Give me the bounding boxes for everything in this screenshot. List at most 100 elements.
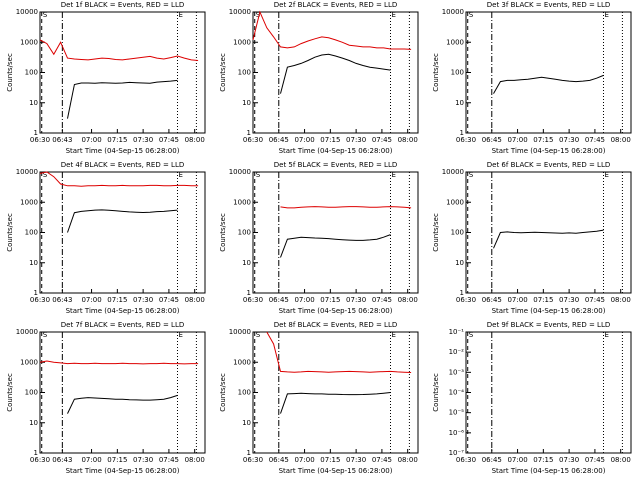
end-label: E <box>605 11 609 19</box>
y-tick-label: 100 <box>25 69 38 77</box>
x-axis-label: Start Time (04-Sep-15 06:28:00) <box>279 467 393 475</box>
x-tick-label: 06:30 <box>30 456 50 464</box>
y-tick-label: 1 <box>460 289 464 297</box>
plot-frame <box>252 11 419 134</box>
start-label: S <box>43 331 48 339</box>
y-tick-label: 10⁻⁵ <box>449 409 465 417</box>
panel: Det 9f BLACK = Events, RED = LLD Counts/s… <box>432 321 632 475</box>
x-tick-label: 06:30 <box>30 136 50 144</box>
x-tick-label: 08:00 <box>398 136 418 144</box>
series-line <box>280 206 412 209</box>
end-label: E <box>392 11 396 19</box>
y-tick-label: 10⁻² <box>449 348 465 356</box>
y-tick-label: 1 <box>34 289 38 297</box>
y-tick-label: 10 <box>29 419 38 427</box>
y-tick-label: 10000 <box>16 328 38 336</box>
x-tick-label: 07:00 <box>81 456 101 464</box>
y-tick-label: 10⁻³ <box>449 368 465 376</box>
y-tick-label: 10000 <box>229 168 251 176</box>
plot-frame <box>252 331 419 454</box>
start-label: S <box>256 171 261 179</box>
panel: Det 1f BLACK = Events, RED = LLD Counts/s… <box>6 1 206 155</box>
x-tick-label: 07:00 <box>507 296 527 304</box>
y-axis-label: Counts/sec <box>219 373 227 412</box>
x-tick-label: 07:15 <box>320 296 340 304</box>
y-tick-label: 10 <box>242 419 251 427</box>
y-tick-label: 10000 <box>229 8 251 16</box>
y-tick-label: 10000 <box>442 168 464 176</box>
y-axis-label: Counts/sec <box>219 213 227 252</box>
y-tick-label: 10 <box>242 99 251 107</box>
plot-frame <box>252 171 419 294</box>
x-tick-label: 08:00 <box>185 296 205 304</box>
x-tick-label: 07:45 <box>372 296 392 304</box>
plot-frame <box>39 331 206 454</box>
y-tick-label: 1000 <box>233 38 251 46</box>
panel: Det 5f BLACK = Events, RED = LLD Counts/s… <box>219 161 419 315</box>
panel: Det 2f BLACK = Events, RED = LLD Counts/s… <box>219 1 419 155</box>
x-tick-label: 07:00 <box>294 136 314 144</box>
x-axis-label: Start Time (04-Sep-15 06:28:00) <box>279 307 393 315</box>
start-label: S <box>469 11 474 19</box>
x-axis-label: Start Time (04-Sep-15 06:28:00) <box>66 467 180 475</box>
x-tick-label: 06:30 <box>456 296 476 304</box>
series-line <box>280 392 391 414</box>
y-axis-label: Counts/sec <box>219 53 227 92</box>
x-tick-label: 07:00 <box>81 296 101 304</box>
y-tick-label: 1 <box>247 129 251 137</box>
x-tick-label: 06:45 <box>482 456 502 464</box>
y-tick-label: 1 <box>34 449 38 457</box>
start-label: S <box>256 331 261 339</box>
x-tick-label: 07:45 <box>585 136 605 144</box>
y-tick-label: 10000 <box>442 8 464 16</box>
x-axis-label: Start Time (04-Sep-15 06:28:00) <box>66 147 180 155</box>
x-axis-label: Start Time (04-Sep-15 06:28:00) <box>492 147 606 155</box>
x-tick-label: 07:15 <box>533 456 553 464</box>
x-tick-label: 07:00 <box>507 456 527 464</box>
y-tick-label: 1000 <box>233 358 251 366</box>
x-axis-label: Start Time (04-Sep-15 06:28:00) <box>492 467 606 475</box>
end-label: E <box>605 171 609 179</box>
y-tick-label: 100 <box>238 69 251 77</box>
series-line <box>67 209 178 233</box>
end-label: E <box>179 11 183 19</box>
y-tick-label: 1000 <box>20 358 38 366</box>
chart-title: Det 5f BLACK = Events, RED = LLD <box>274 161 397 169</box>
x-tick-label: 06:30 <box>30 296 50 304</box>
x-tick-label: 07:45 <box>372 136 392 144</box>
x-tick-label: 08:00 <box>611 136 631 144</box>
y-axis-label: Counts/sec <box>432 53 440 92</box>
end-label: E <box>392 331 396 339</box>
end-label: E <box>179 171 183 179</box>
y-axis-label: Counts/sec <box>432 373 440 412</box>
x-tick-label: 07:15 <box>107 456 127 464</box>
y-tick-label: 10 <box>242 259 251 267</box>
y-tick-label: 10000 <box>16 168 38 176</box>
chart-title: Det 7f BLACK = Events, RED = LLD <box>61 321 184 329</box>
x-axis-label: Start Time (04-Sep-15 06:28:00) <box>492 307 606 315</box>
x-tick-label: 06:45 <box>269 296 289 304</box>
y-tick-label: 10⁻⁴ <box>449 389 465 397</box>
x-tick-label: 06:43 <box>52 136 72 144</box>
x-tick-label: 07:00 <box>294 456 314 464</box>
x-tick-label: 08:00 <box>611 296 631 304</box>
y-tick-label: 1 <box>247 449 251 457</box>
y-tick-label: 10 <box>29 99 38 107</box>
x-tick-label: 07:30 <box>133 136 153 144</box>
series-line <box>493 74 604 94</box>
y-tick-label: 100 <box>451 69 464 77</box>
y-tick-label: 1000 <box>20 198 38 206</box>
x-tick-label: 07:30 <box>559 136 579 144</box>
series-line <box>252 10 412 50</box>
start-label: S <box>43 171 48 179</box>
y-axis-label: Counts/sec <box>6 53 14 92</box>
series-line <box>39 360 199 365</box>
x-tick-label: 08:00 <box>398 296 418 304</box>
y-tick-label: 1 <box>247 289 251 297</box>
series-line <box>280 53 391 94</box>
x-tick-label: 06:30 <box>456 456 476 464</box>
chart-title: Det 2f BLACK = Events, RED = LLD <box>274 1 397 9</box>
y-tick-label: 1000 <box>446 198 464 206</box>
y-tick-label: 1 <box>34 129 38 137</box>
